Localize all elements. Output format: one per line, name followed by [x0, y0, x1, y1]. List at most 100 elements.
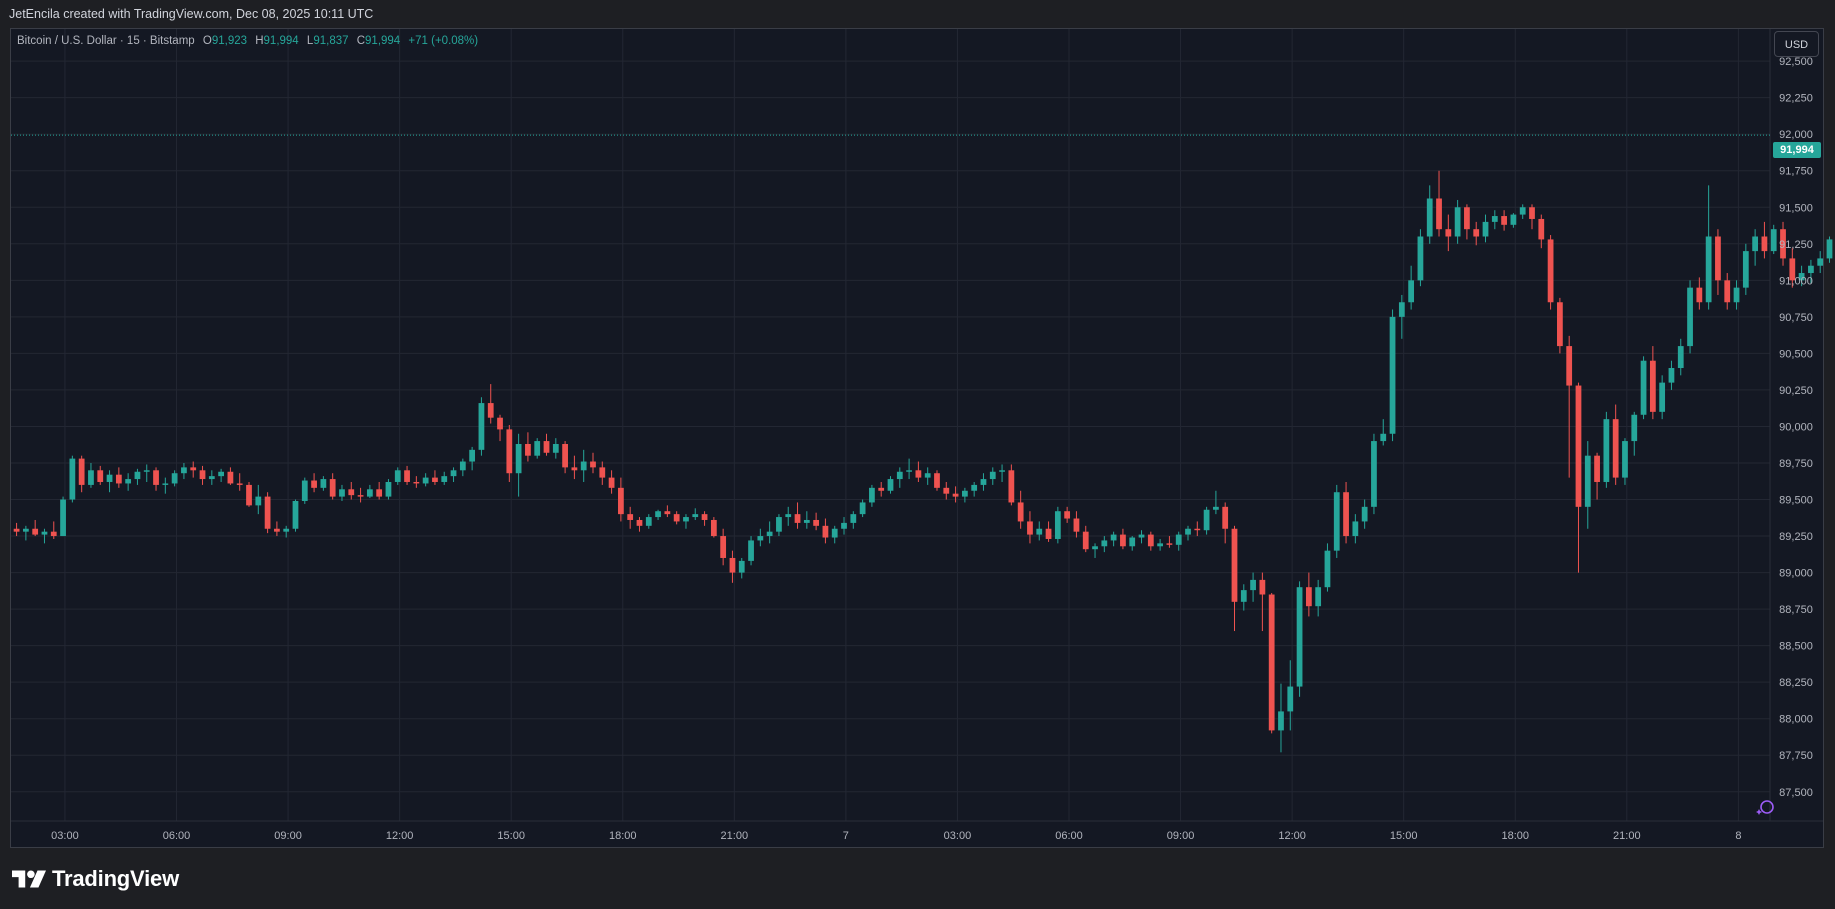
- candle-body: [1640, 360, 1647, 415]
- candle-body: [887, 479, 894, 491]
- candle-body: [1677, 346, 1684, 369]
- candle-body: [376, 489, 383, 497]
- candle-body: [301, 480, 308, 501]
- candle-body: [97, 470, 104, 482]
- candle-body: [1417, 236, 1424, 281]
- candle-body: [1519, 207, 1526, 215]
- candle-body: [1612, 419, 1619, 478]
- currency-button[interactable]: USD: [1774, 31, 1819, 57]
- candle-body: [766, 531, 773, 537]
- candles: [13, 170, 1833, 753]
- candle-body: [618, 487, 624, 515]
- candle-body: [1194, 528, 1201, 531]
- brand[interactable]: TradingView: [12, 866, 179, 892]
- candle-body: [339, 489, 345, 497]
- candle-body: [1538, 218, 1545, 240]
- close-value: 91,994: [365, 35, 401, 47]
- candle-body: [1278, 711, 1284, 731]
- candle-body: [850, 514, 857, 523]
- candle-body: [50, 531, 57, 537]
- candle-body: [329, 479, 336, 497]
- candle-body: [552, 443, 559, 453]
- candle-body: [199, 470, 206, 480]
- sparkle-icon[interactable]: [1756, 798, 1774, 816]
- candle-body: [227, 471, 234, 484]
- candle-body: [366, 489, 373, 497]
- candle-body: [1203, 509, 1210, 531]
- candle-body: [1287, 686, 1294, 712]
- time-axis-label: 09:00: [274, 830, 302, 842]
- candle-body: [1436, 198, 1442, 230]
- candle-body: [1659, 382, 1666, 412]
- candle-body: [1501, 216, 1507, 225]
- candle-body: [69, 458, 76, 500]
- candle-body: [1426, 198, 1433, 237]
- candle-body: [320, 479, 327, 488]
- candle-body: [1101, 540, 1108, 547]
- candle-body: [1780, 229, 1786, 259]
- candle-body: [859, 502, 866, 515]
- candle-body: [218, 471, 224, 477]
- time-axis-label: 03:00: [51, 830, 79, 842]
- time-axis-label: 21:00: [1613, 830, 1641, 842]
- time-axis-label: 06:00: [1055, 830, 1083, 842]
- price-axis-label: 90,000: [1779, 421, 1813, 433]
- last-price-label: 91,994: [1773, 142, 1821, 158]
- candle-body: [1696, 287, 1703, 303]
- price-axis-label: 87,750: [1779, 750, 1813, 762]
- candle-body: [729, 557, 736, 573]
- candle-body: [264, 496, 271, 529]
- candle-body: [394, 470, 401, 482]
- price-axis-label: 87,500: [1779, 787, 1813, 799]
- candle-body: [1482, 221, 1489, 237]
- candle-body: [1064, 511, 1071, 519]
- candle-body: [1259, 579, 1266, 595]
- candle-body: [1491, 216, 1498, 222]
- candle-body: [1742, 251, 1749, 288]
- candle-body: [961, 490, 968, 497]
- candle-body: [627, 514, 634, 520]
- candle-body: [1110, 534, 1117, 541]
- candle-body: [1008, 470, 1015, 503]
- candle-body: [599, 467, 606, 478]
- candle-body: [1668, 368, 1675, 383]
- candle-body: [980, 479, 987, 485]
- candle-body: [1761, 236, 1768, 252]
- candle-body: [283, 528, 290, 532]
- candle-body: [822, 525, 829, 538]
- candle-body: [543, 441, 550, 453]
- price-axis-label: 90,500: [1779, 348, 1813, 360]
- close-label: C: [356, 35, 366, 47]
- candle-body: [41, 531, 48, 535]
- time-axis-label: 15:00: [497, 830, 525, 842]
- price-axis-label: 90,750: [1779, 312, 1813, 324]
- candle-body: [924, 473, 931, 478]
- high-value: 91,994: [263, 35, 299, 47]
- candle-body: [803, 519, 810, 523]
- candle-body: [357, 495, 364, 497]
- candle-body: [422, 477, 429, 484]
- candle-body: [432, 477, 438, 482]
- candle-body: [1473, 229, 1480, 237]
- candle-body: [934, 473, 940, 488]
- candle-body: [1343, 492, 1349, 537]
- candle-body: [487, 403, 494, 418]
- candle-body: [841, 522, 847, 529]
- candle-body: [1147, 534, 1154, 547]
- price-axis-label: 88,000: [1779, 714, 1813, 726]
- price-axis-label: 88,500: [1779, 641, 1813, 653]
- candle-body: [274, 528, 280, 532]
- chart-panel[interactable]: [10, 28, 1824, 848]
- candle-body: [1770, 229, 1777, 252]
- candle-body: [60, 499, 66, 537]
- candle-body: [580, 461, 587, 471]
- candle-body: [1715, 236, 1721, 281]
- time-axis-label: 03:00: [944, 830, 972, 842]
- candle-body: [1445, 229, 1452, 237]
- candle-body: [1622, 441, 1628, 478]
- candle-body: [1752, 236, 1759, 252]
- candle-body: [608, 477, 615, 488]
- candle-body: [515, 443, 522, 474]
- candle-body: [385, 481, 392, 497]
